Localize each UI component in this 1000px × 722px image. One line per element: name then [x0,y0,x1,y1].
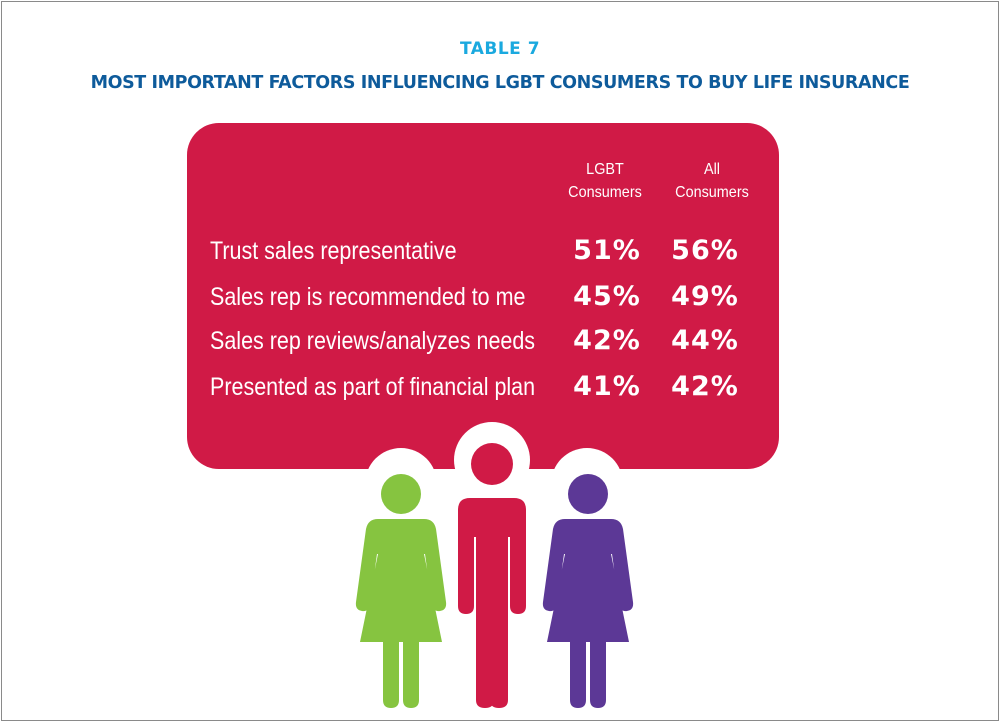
female-person-icon [542,474,634,708]
male-person-icon [458,443,526,708]
female-person-icon [355,474,447,708]
column-header-lgbt: LGBT Consumers [560,158,650,204]
value-all: 49% [671,281,739,312]
row-label: Trust sales representative [210,237,457,265]
column-header-all: All Consumers [667,158,757,204]
column-header-line2: Consumers [568,184,642,201]
value-all: 42% [671,371,739,402]
row-label: Sales rep is recommended to me [210,283,526,311]
table-label: TABLE 7 [459,39,541,59]
column-header-line1: All [703,161,721,178]
column-header-line1: LGBT [586,161,624,178]
value-all: 44% [671,325,739,356]
value-lgbt: 41% [573,371,641,402]
column-header-line2: Consumers [675,184,749,201]
value-lgbt: 42% [573,325,641,356]
value-all: 56% [671,235,739,266]
table-title: MOST IMPORTANT FACTORS INFLUENCING LGBT … [90,73,910,93]
value-lgbt: 45% [573,281,641,312]
value-lgbt: 51% [573,235,641,266]
results-panel [187,123,779,469]
row-label: Sales rep reviews/analyzes needs [210,327,536,355]
row-label: Presented as part of financial plan [210,373,536,401]
